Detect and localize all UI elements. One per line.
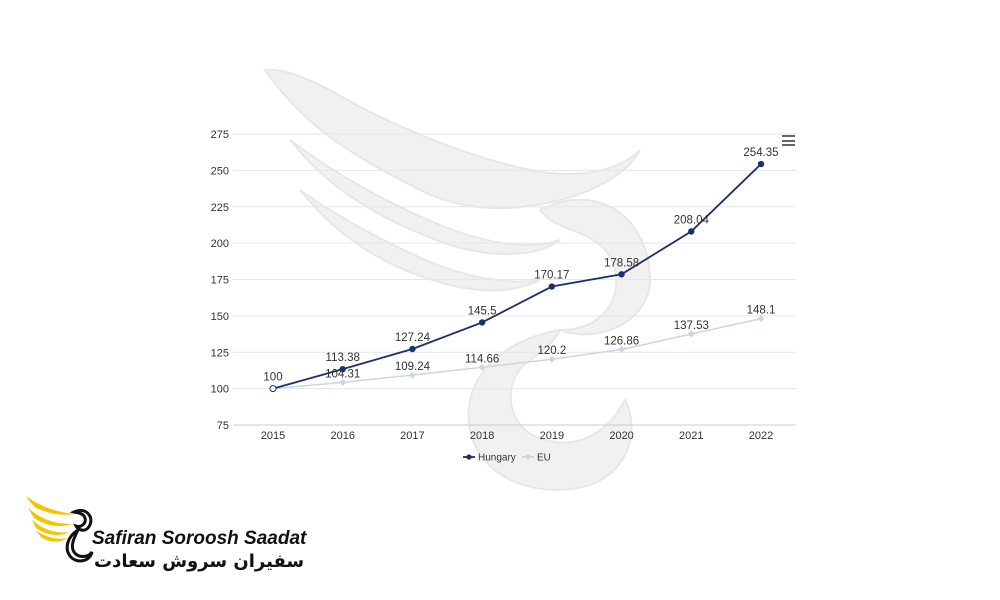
x-tick-label: 2018: [470, 430, 494, 442]
data-point-eu: [408, 371, 416, 379]
data-label-hungary: 178.58: [604, 257, 639, 269]
data-label-hungary: 254.35: [743, 147, 778, 159]
data-label-hungary: 208.04: [674, 214, 710, 226]
x-axis-labels: 2015 2016 2017 2018 2019 2020 2021 2022: [261, 430, 773, 442]
data-point-hungary: [688, 228, 695, 235]
company-logo: Safiran Soroosh Saadat سفیران سروش سعادت: [22, 490, 306, 580]
legend-marker-hungary: [466, 454, 472, 460]
legend-item-hungary[interactable]: Hungary: [478, 453, 516, 464]
y-tick-label: 100: [211, 384, 229, 396]
data-label-eu: 137.53: [674, 320, 709, 332]
y-tick-label: 175: [211, 275, 229, 287]
y-tick-label: 200: [211, 238, 229, 250]
y-tick-label: 75: [217, 420, 229, 432]
legend-item-eu[interactable]: EU: [537, 453, 551, 464]
data-point-hungary: [757, 160, 765, 168]
data-point-eu: [339, 378, 347, 386]
hamburger-menu-icon[interactable]: [782, 135, 795, 147]
data-label-eu: 109.24: [395, 361, 431, 373]
x-tick-label: 2017: [400, 430, 424, 442]
data-label-eu: 148.1: [747, 305, 776, 317]
data-label-hungary: 145.5: [468, 305, 497, 317]
data-labels: 104.31 109.24 114.66 120.2 126.86 137.53 148.1…: [263, 147, 778, 384]
y-tick-label: 150: [211, 311, 229, 323]
series-line-hungary: [272, 163, 762, 390]
data-label-hungary: 100: [263, 372, 282, 384]
x-tick-label: 2020: [609, 430, 633, 442]
chart-legend[interactable]: Hungary EU: [463, 453, 551, 464]
x-tick-label: 2019: [540, 430, 564, 442]
x-tick-label: 2022: [749, 430, 773, 442]
data-point-eu: [548, 355, 556, 363]
data-point-hungary: [269, 385, 277, 393]
logo-bird-icon: [26, 496, 94, 563]
x-tick-label: 2015: [261, 430, 285, 442]
watermark-bird-logo: [263, 68, 652, 491]
y-axis-labels: 75 100 125 150 175 200 225 250 275: [211, 129, 229, 432]
y-tick-label: 225: [211, 202, 229, 214]
data-point-eu: [757, 315, 765, 323]
y-tick-label: 275: [211, 129, 229, 141]
data-point-hungary: [339, 365, 346, 373]
data-point-hungary: [618, 271, 625, 278]
data-label-eu: 126.86: [604, 336, 639, 348]
data-point-eu: [687, 330, 695, 338]
chart-grid: [233, 133, 796, 426]
data-label-hungary: 113.38: [326, 352, 360, 364]
series-line-eu: [272, 317, 762, 390]
x-tick-label: 2021: [679, 430, 703, 442]
data-point-hungary: [409, 345, 416, 353]
chart-series: [269, 160, 765, 393]
data-label-eu: 104.31: [325, 368, 360, 380]
data-label-hungary: 170.17: [534, 270, 569, 282]
data-label-eu: 120.2: [537, 345, 566, 357]
logo-text-english: Safiran Soroosh Saadat: [92, 528, 307, 549]
data-label-hungary: 127.24: [395, 332, 431, 344]
data-label-eu: 114.66: [465, 353, 499, 365]
logo-text-persian: سفیران سروش سعادت: [94, 551, 305, 572]
data-point-hungary: [478, 319, 486, 326]
data-point-eu: [618, 346, 626, 354]
legend-marker-eu: [525, 454, 531, 460]
data-point-hungary: [548, 283, 556, 290]
x-tick-label: 2016: [330, 430, 354, 442]
data-point-eu: [478, 363, 486, 371]
y-tick-label: 125: [211, 347, 229, 359]
y-tick-label: 250: [211, 165, 229, 177]
